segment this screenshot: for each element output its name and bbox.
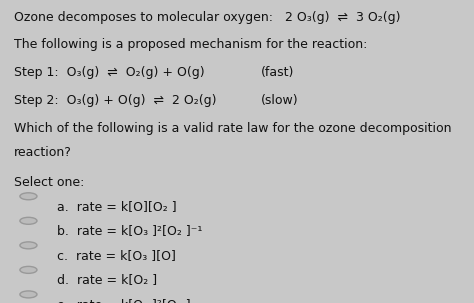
Text: (slow): (slow)	[261, 94, 298, 107]
Ellipse shape	[20, 291, 37, 298]
Ellipse shape	[20, 266, 37, 273]
Text: Which of the following is a valid rate law for the ozone decomposition: Which of the following is a valid rate l…	[14, 122, 452, 135]
Text: Select one:: Select one:	[14, 176, 84, 189]
Text: Step 2:  O₃(g) + O(g)  ⇌  2 O₂(g): Step 2: O₃(g) + O(g) ⇌ 2 O₂(g)	[14, 94, 217, 107]
Text: b.  rate = k[O₃ ]²[O₂ ]⁻¹: b. rate = k[O₃ ]²[O₂ ]⁻¹	[57, 225, 202, 238]
Text: The following is a proposed mechanism for the reaction:: The following is a proposed mechanism fo…	[14, 38, 368, 52]
Text: e.  rate = k[O₃ ]²[O₂ ]: e. rate = k[O₃ ]²[O₂ ]	[57, 298, 191, 303]
Text: a.  rate = k[O][O₂ ]: a. rate = k[O][O₂ ]	[57, 200, 176, 213]
Text: c.  rate = k[O₃ ][O]: c. rate = k[O₃ ][O]	[57, 249, 176, 262]
Text: Step 1:  O₃(g)  ⇌  O₂(g) + O(g): Step 1: O₃(g) ⇌ O₂(g) + O(g)	[14, 66, 205, 79]
Text: (fast): (fast)	[261, 66, 294, 79]
Text: d.  rate = k[O₂ ]: d. rate = k[O₂ ]	[57, 274, 157, 287]
Text: reaction?: reaction?	[14, 146, 72, 159]
Ellipse shape	[20, 217, 37, 224]
Text: Ozone decomposes to molecular oxygen:   2 O₃(g)  ⇌  3 O₂(g): Ozone decomposes to molecular oxygen: 2 …	[14, 11, 401, 24]
Ellipse shape	[20, 242, 37, 249]
Ellipse shape	[20, 193, 37, 200]
